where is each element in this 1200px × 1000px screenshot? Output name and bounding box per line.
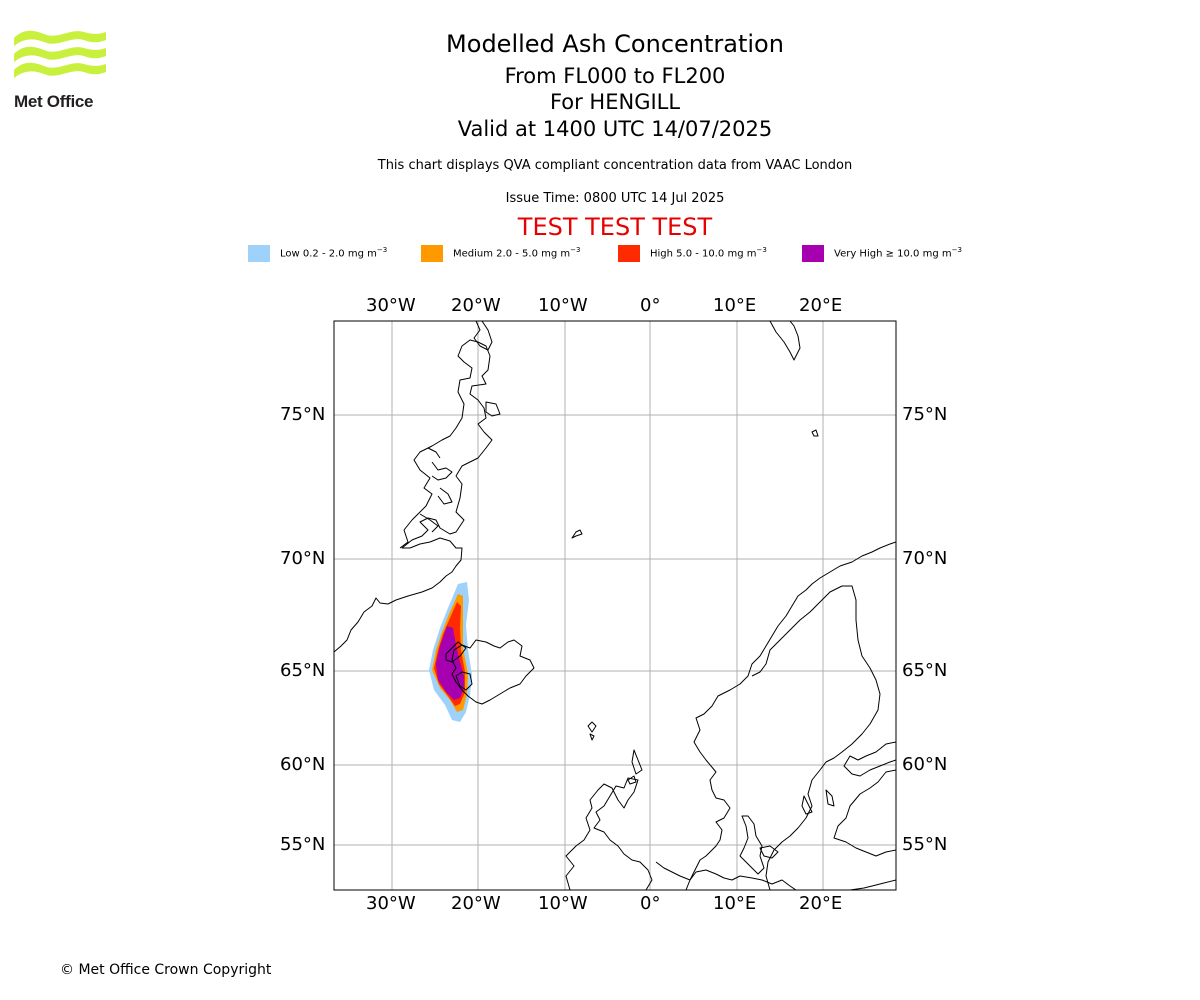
lat-tick-left: 60°N [280, 754, 326, 775]
lon-tick-top: 10°W [538, 295, 588, 316]
met-office-logo-text: Met Office [14, 92, 94, 111]
chart-title: Modelled Ash Concentration [446, 30, 784, 58]
lon-tick-top: 20°W [451, 295, 501, 316]
lon-tick-bottom: 30°W [366, 893, 416, 914]
finland-coast [843, 741, 896, 777]
svalbard-coast [769, 321, 801, 361]
legend-label-high: High 5.0 - 10.0 mg m−3 [650, 246, 767, 260]
denmark-coast [739, 815, 779, 875]
lon-tick-top: 30°W [366, 295, 416, 316]
british-isles [565, 777, 653, 890]
iceland-westfjords [445, 641, 473, 691]
met-office-logo [14, 30, 106, 78]
bear-island [811, 429, 819, 437]
shetland-orkney [627, 749, 643, 785]
lon-tick-bottom: 20°W [451, 893, 501, 914]
chart-description: This chart displays QVA compliant concen… [377, 158, 853, 173]
valid-time: Valid at 1400 UTC 14/07/2025 [457, 117, 773, 141]
lon-tick-bottom: 20°E [799, 893, 843, 914]
ash-very-high-contour [436, 626, 464, 700]
lat-tick-left: 70°N [280, 548, 326, 569]
lon-tick-top: 0° [640, 295, 661, 316]
lat-tick-left: 55°N [280, 834, 326, 855]
lat-tick-right: 65°N [902, 660, 948, 681]
norway-interior-outline [751, 585, 881, 890]
legend-swatch-high [618, 245, 640, 262]
jan-mayen [571, 529, 583, 539]
gotland-oland [801, 789, 835, 815]
legend-swatch-very-high [802, 245, 824, 262]
faroe-islands [587, 721, 597, 741]
baltic-coast [833, 769, 896, 890]
lat-tick-left: 75°N [280, 404, 326, 425]
issue-time: Issue Time: 0800 UTC 14 Jul 2025 [505, 191, 725, 206]
coastlines [334, 321, 896, 890]
map-frame-bg [334, 321, 896, 890]
test-banner: TEST TEST TEST [517, 213, 713, 241]
greenland-coast [334, 339, 493, 653]
flight-levels: From FL000 to FL200 [504, 64, 726, 88]
legend-swatch-medium [421, 245, 443, 262]
lat-tick-left: 65°N [280, 660, 326, 681]
lon-tick-top: 20°E [799, 295, 843, 316]
lat-tick-right: 70°N [902, 548, 948, 569]
lon-tick-bottom: 10°E [713, 893, 757, 914]
legend-label-medium: Medium 2.0 - 5.0 mg m−3 [453, 246, 581, 260]
lat-tick-right: 60°N [902, 754, 948, 775]
continental-europe [655, 861, 797, 890]
volcano-name: For HENGILL [549, 90, 681, 114]
copyright-notice: © Met Office Crown Copyright [60, 962, 272, 978]
iceland-coast [451, 639, 535, 705]
legend-label-low: Low 0.2 - 2.0 mg m−3 [280, 246, 388, 260]
lon-tick-top: 10°E [713, 295, 757, 316]
greenland-north-coast [473, 321, 501, 417]
legend-swatch-low [248, 245, 270, 262]
lat-tick-right: 75°N [902, 404, 948, 425]
norway-sweden-coast [685, 541, 896, 890]
map-frame [333, 320, 897, 891]
lat-tick-right: 55°N [902, 834, 948, 855]
legend-label-very-high: Very High ≥ 10.0 mg m−3 [834, 246, 962, 260]
lon-tick-bottom: 10°W [538, 893, 588, 914]
lon-tick-bottom: 0° [640, 893, 661, 914]
graticule [334, 321, 896, 890]
greenland-inlets [419, 447, 453, 533]
